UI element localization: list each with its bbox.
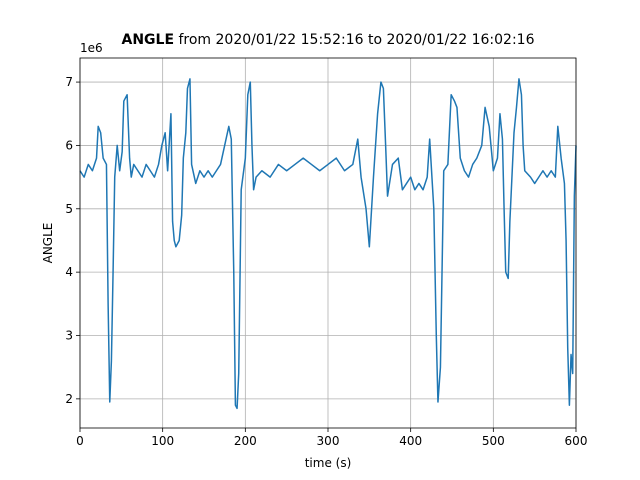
- y-axis-label: ANGLE: [41, 223, 55, 264]
- y-offset-label: 1e6: [80, 41, 103, 55]
- data-line: [79, 78, 577, 410]
- x-tick-label: 400: [399, 434, 422, 448]
- title-rest: from 2020/01/22 15:52:16 to 2020/01/22 1…: [178, 32, 534, 48]
- y-tick-label: 3: [65, 329, 73, 343]
- x-tick-label: 200: [234, 434, 257, 448]
- x-tick-label: 100: [151, 434, 174, 448]
- title-background: [120, 30, 540, 52]
- plot-frame: [79, 57, 577, 429]
- y-tick-label: 6: [65, 138, 73, 152]
- chart-title: ANGLE from 2020/01/22 15:52:16 to 2020/0…: [121, 32, 534, 48]
- title-bold: ANGLE: [121, 32, 174, 48]
- x-tick-label: 300: [317, 434, 340, 448]
- x-tick-label: 0: [76, 434, 84, 448]
- x-tick-label: 600: [565, 434, 588, 448]
- y-tick-label: 2: [65, 392, 73, 406]
- x-tick-label: 500: [482, 434, 505, 448]
- y-tick-label: 7: [65, 75, 73, 89]
- y-tick-label: 4: [65, 265, 73, 279]
- y-tick-label: 5: [65, 202, 73, 216]
- x-axis-label: time (s): [305, 456, 352, 470]
